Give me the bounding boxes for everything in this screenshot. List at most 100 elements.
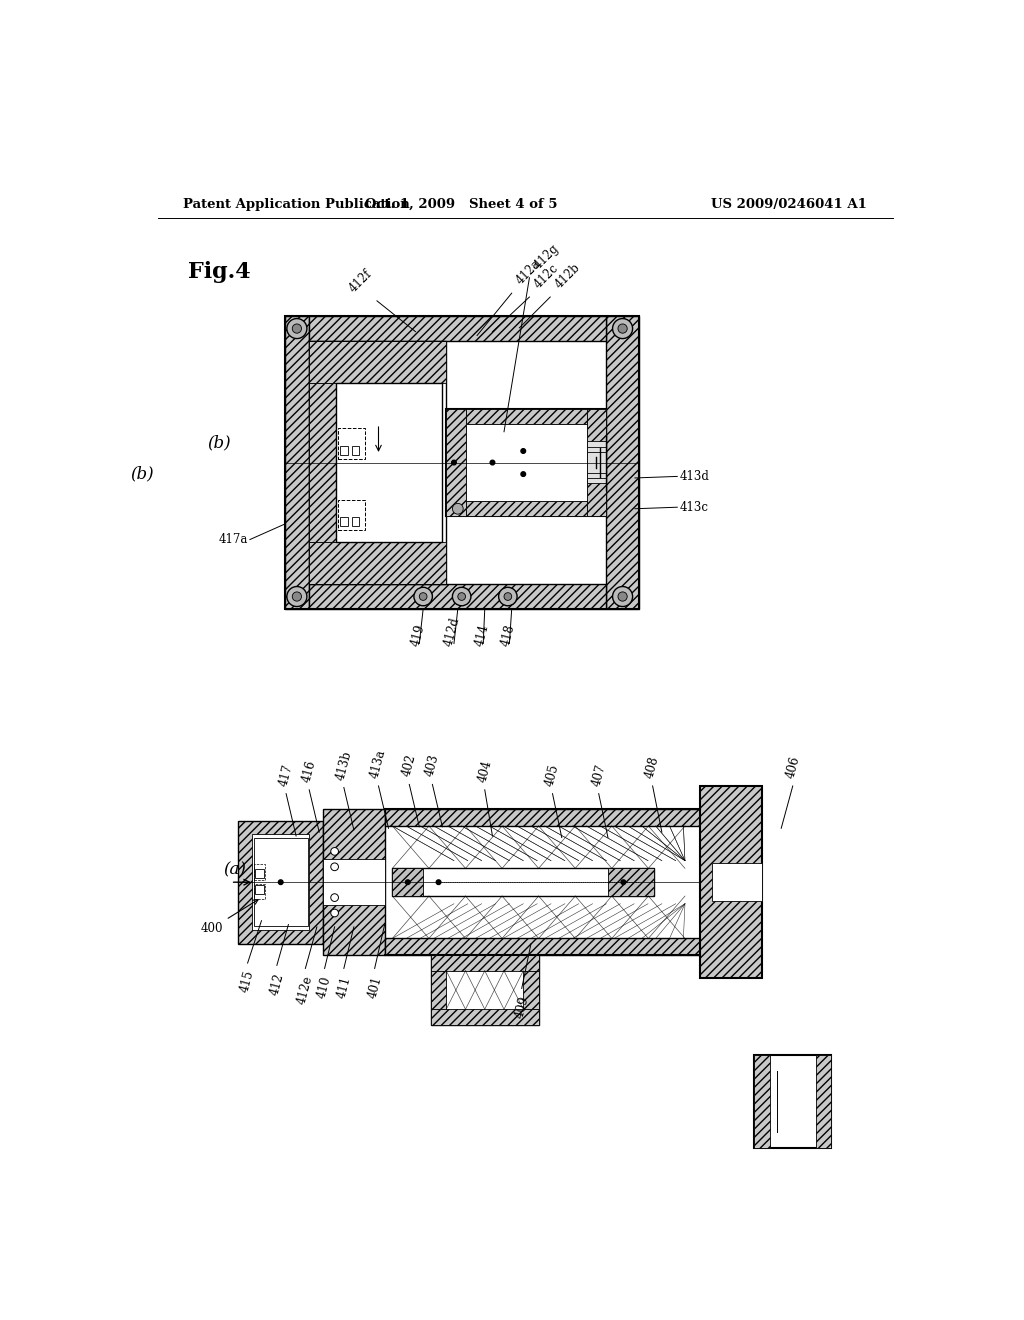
Text: 412e: 412e	[295, 974, 315, 1006]
Circle shape	[453, 587, 471, 606]
Text: 413b: 413b	[334, 748, 354, 781]
Circle shape	[331, 894, 339, 902]
Bar	[336, 383, 442, 543]
Bar	[466, 502, 587, 516]
Text: 417a: 417a	[218, 533, 248, 546]
Bar	[431, 1010, 539, 1024]
Text: 405: 405	[544, 763, 562, 788]
Bar	[385, 939, 700, 956]
Text: 406: 406	[783, 755, 802, 780]
Bar	[239, 821, 323, 944]
Bar	[338, 499, 365, 531]
Bar	[606, 317, 639, 609]
Circle shape	[436, 880, 441, 884]
Bar	[309, 317, 606, 341]
Text: Patent Application Publication: Patent Application Publication	[183, 198, 410, 211]
Bar	[816, 1056, 831, 1148]
Circle shape	[331, 909, 339, 917]
Text: 416: 416	[300, 759, 318, 784]
Text: 413d: 413d	[680, 470, 710, 483]
Text: 419: 419	[409, 622, 427, 647]
Bar	[285, 317, 309, 609]
Bar	[587, 409, 606, 516]
Bar	[466, 409, 587, 424]
Circle shape	[612, 586, 633, 607]
Bar	[309, 383, 336, 543]
Circle shape	[504, 593, 512, 601]
Bar	[755, 1056, 831, 1148]
Circle shape	[621, 880, 626, 884]
Circle shape	[499, 587, 517, 606]
Bar	[309, 541, 446, 585]
Bar	[323, 859, 385, 906]
Circle shape	[521, 471, 525, 477]
Text: (a): (a)	[223, 862, 246, 879]
Text: 412: 412	[267, 972, 286, 997]
Circle shape	[458, 593, 466, 601]
Bar	[309, 341, 446, 585]
Text: 400: 400	[201, 900, 258, 935]
Bar	[351, 446, 359, 455]
Circle shape	[419, 593, 427, 601]
Bar	[255, 869, 264, 878]
Circle shape	[453, 503, 463, 513]
Bar	[340, 446, 348, 455]
Circle shape	[287, 586, 307, 607]
Bar	[309, 341, 446, 383]
Circle shape	[331, 863, 339, 871]
Bar	[340, 517, 348, 527]
Text: 411: 411	[335, 974, 353, 999]
Bar	[446, 409, 606, 516]
Bar	[587, 447, 606, 478]
Bar	[309, 585, 606, 609]
Text: 412a: 412a	[514, 257, 544, 286]
Text: 412c: 412c	[531, 261, 561, 290]
Circle shape	[452, 461, 457, 465]
Bar	[285, 317, 639, 609]
Text: (b): (b)	[207, 434, 231, 451]
Text: 409: 409	[513, 995, 530, 1020]
Text: 403: 403	[423, 754, 441, 779]
Circle shape	[292, 323, 301, 333]
Bar	[351, 517, 359, 527]
Bar	[255, 884, 264, 894]
Bar	[392, 869, 423, 896]
Bar	[523, 970, 539, 1010]
Bar	[338, 428, 365, 459]
Circle shape	[406, 880, 410, 884]
Circle shape	[617, 323, 628, 333]
Bar	[431, 956, 539, 1024]
Circle shape	[612, 318, 633, 339]
Text: 412b: 412b	[553, 260, 583, 290]
Circle shape	[521, 449, 525, 453]
Text: 404: 404	[475, 759, 494, 784]
Bar	[254, 838, 307, 927]
Bar	[712, 863, 762, 902]
Text: 418: 418	[499, 623, 517, 647]
Circle shape	[331, 847, 339, 855]
Text: 413c: 413c	[680, 500, 709, 513]
Text: 412d: 412d	[442, 615, 463, 647]
Text: 414: 414	[472, 622, 490, 647]
Bar	[385, 809, 700, 826]
Circle shape	[617, 591, 628, 601]
Bar	[587, 441, 606, 483]
Circle shape	[292, 591, 301, 601]
Bar	[608, 869, 654, 896]
Text: 401: 401	[366, 974, 384, 999]
Text: US 2009/0246041 A1: US 2009/0246041 A1	[711, 198, 866, 211]
Circle shape	[279, 880, 283, 884]
Bar	[252, 834, 309, 929]
Text: 407: 407	[590, 763, 608, 788]
Bar	[431, 956, 539, 970]
Text: Fig.4: Fig.4	[188, 261, 251, 284]
Bar	[254, 884, 265, 899]
Text: (b): (b)	[130, 465, 154, 482]
Text: 402: 402	[400, 754, 419, 779]
Bar	[466, 424, 587, 502]
Bar	[323, 809, 385, 956]
Bar	[700, 785, 762, 978]
Bar	[392, 869, 654, 896]
Text: 410: 410	[315, 974, 334, 999]
Text: 412g: 412g	[531, 242, 561, 272]
